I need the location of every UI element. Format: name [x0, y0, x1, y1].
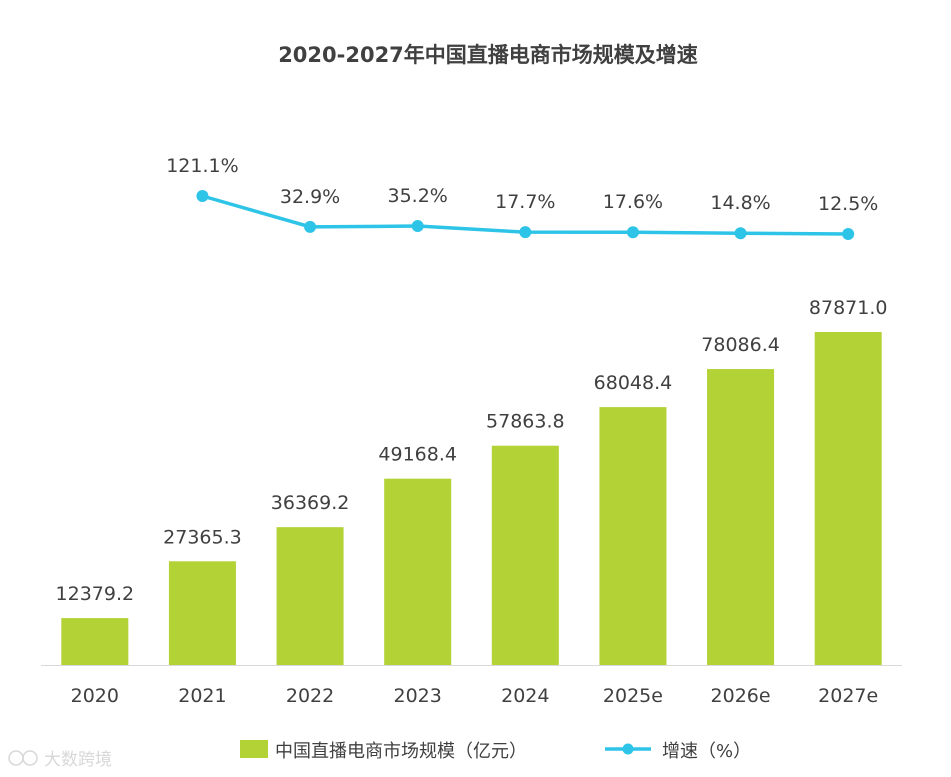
bar-label-2024: 57863.8 — [486, 411, 565, 433]
bar-2024 — [491, 445, 559, 665]
growth-rate-labels: 121.1% 32.9% 35.2% 17.7% 17.6% 14.8% 12.5% — [166, 155, 878, 215]
x-tick-2027e: 2027e — [818, 685, 878, 707]
bar-2026e — [707, 369, 775, 665]
watermark-text: 大数跨境 — [44, 750, 112, 770]
bar-label-2023: 49168.4 — [378, 444, 457, 466]
growth-point-2024 — [519, 226, 532, 239]
x-tick-2022: 2022 — [286, 685, 334, 707]
growth-label-2025e: 17.6% — [603, 191, 663, 213]
bar-value-labels: 12379.2 27365.3 36369.2 49168.4 57863.8 68048… — [56, 297, 888, 605]
growth-point-2025e — [626, 226, 639, 239]
x-axis-tick-labels: 2020 2021 2022 2023 2024 2025e 2026e 2027e — [71, 685, 879, 707]
growth-label-2026e: 14.8% — [710, 192, 770, 214]
x-tick-2023: 2023 — [394, 685, 442, 707]
growth-label-2022: 32.9% — [280, 186, 340, 208]
watermark-logo-icon-2 — [22, 750, 38, 766]
bar-2020 — [61, 618, 129, 665]
x-tick-2025e: 2025e — [603, 685, 663, 707]
growth-label-2024: 17.7% — [495, 191, 555, 213]
bar-2023 — [384, 478, 452, 665]
growth-rate-points — [196, 190, 855, 240]
watermark-logo-icon — [8, 750, 24, 766]
bar-series — [61, 332, 882, 665]
bar-label-2021: 27365.3 — [163, 526, 242, 548]
growth-label-2023: 35.2% — [388, 185, 448, 207]
bar-2025e — [599, 407, 667, 665]
growth-label-2021: 121.1% — [166, 155, 238, 177]
bar-label-2027e: 87871.0 — [809, 297, 888, 319]
x-tick-2020: 2020 — [71, 685, 119, 707]
bar-label-2022: 36369.2 — [271, 492, 350, 514]
legend-bar-swatch — [240, 740, 268, 758]
x-tick-2026e: 2026e — [711, 685, 771, 707]
x-tick-2021: 2021 — [178, 685, 226, 707]
growth-point-2027e — [842, 228, 855, 240]
legend-line-dot — [622, 743, 634, 755]
growth-point-2022 — [304, 220, 317, 233]
legend-line-label: 增速（%） — [662, 741, 751, 762]
legend-bar-label: 中国直播电商市场规模（亿元） — [275, 741, 527, 762]
bar-2022 — [276, 527, 344, 665]
bar-label-2026e: 78086.4 — [701, 334, 780, 356]
growth-point-2021 — [196, 190, 209, 202]
bar-label-2025e: 68048.4 — [594, 372, 673, 394]
legend: 中国直播电商市场规模（亿元） 增速（%） — [240, 740, 751, 762]
bar-2027e — [814, 332, 882, 665]
chart-title: 2020-2027年中国直播电商市场规模及增速 — [278, 43, 698, 67]
growth-point-2023 — [411, 220, 424, 233]
bar-label-2020: 12379.2 — [56, 583, 135, 605]
bar-2021 — [168, 561, 236, 665]
growth-label-2027e: 12.5% — [818, 193, 878, 215]
x-tick-2024: 2024 — [501, 685, 549, 707]
growth-point-2026e — [734, 227, 747, 240]
watermark: 大数跨境 — [8, 750, 112, 770]
